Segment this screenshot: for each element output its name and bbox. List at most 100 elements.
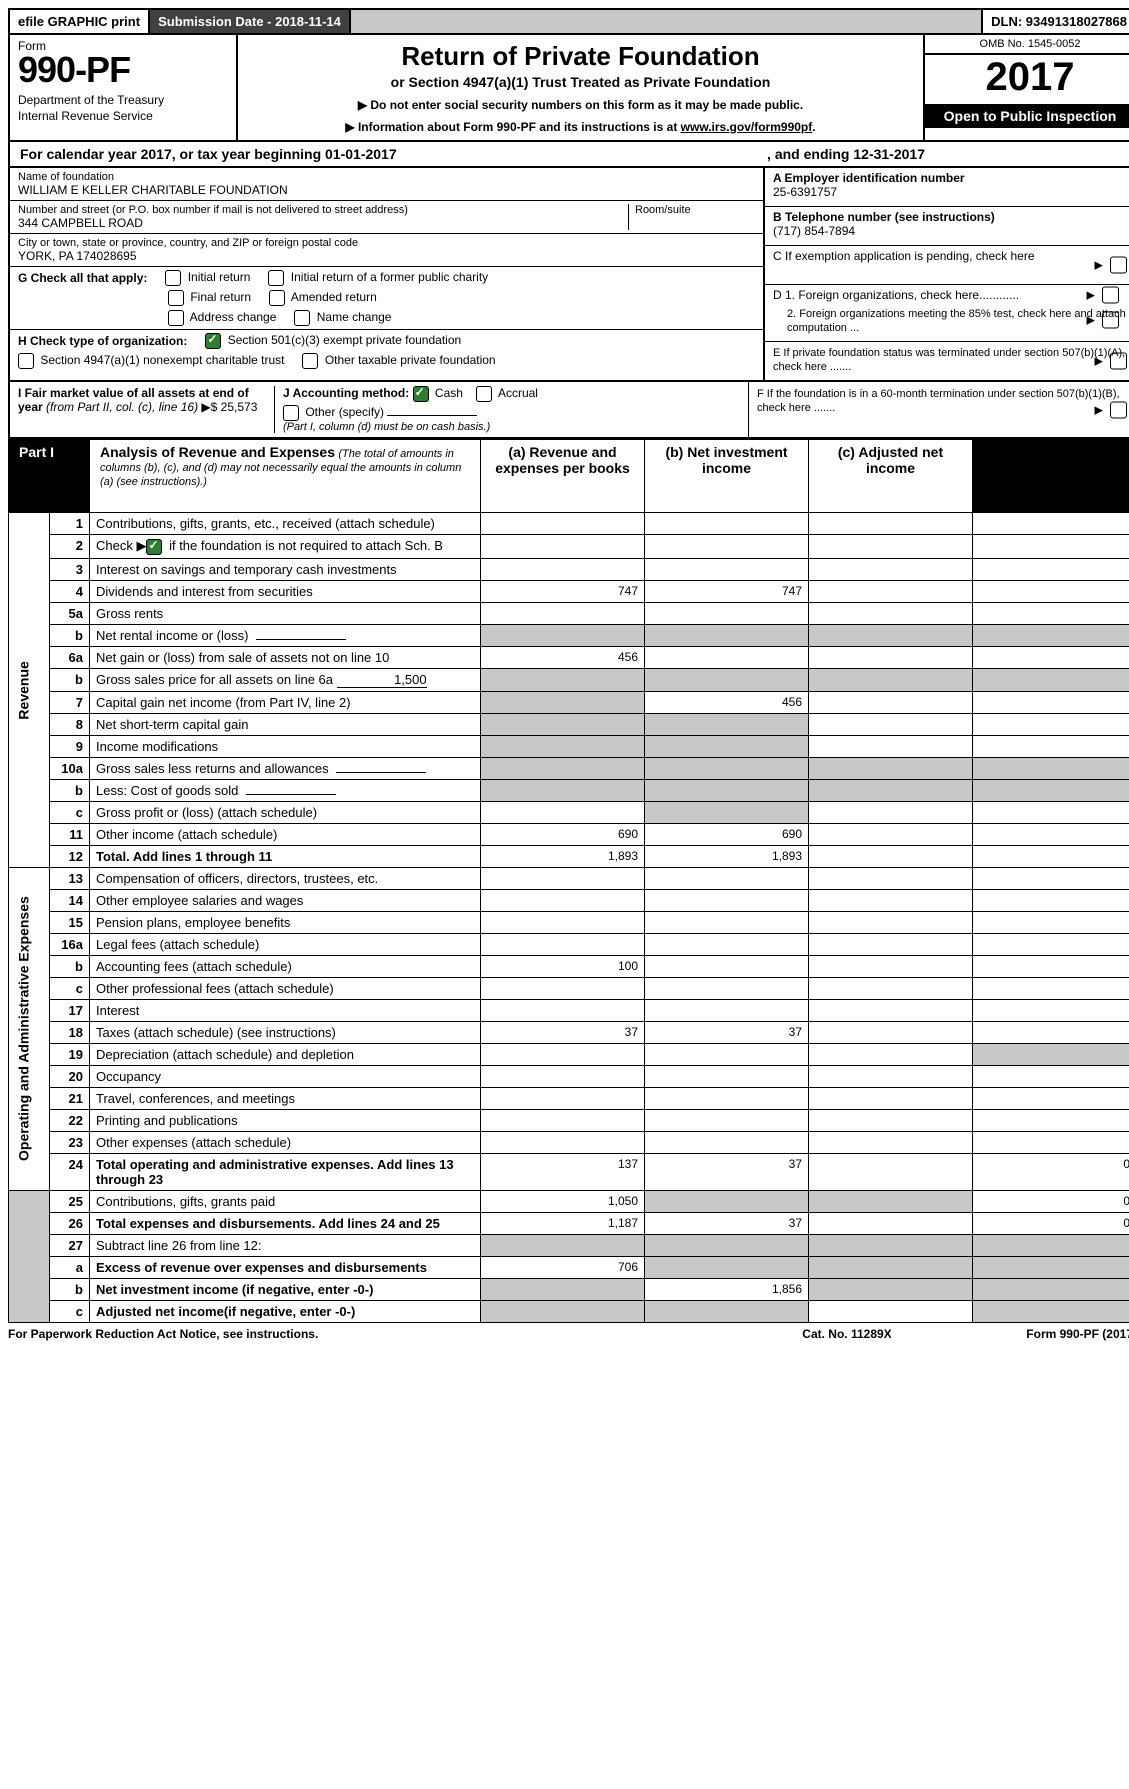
section-i: I Fair market value of all assets at end…	[18, 386, 275, 433]
part1-title: Analysis of Revenue and Expenses	[100, 444, 335, 460]
form-ref: Form 990-PF (2017)	[937, 1327, 1129, 1341]
checkbox-accrual[interactable]	[476, 386, 492, 402]
table-row: 7Capital gain net income (from Part IV, …	[9, 691, 1129, 713]
room-suite-label: Room/suite	[635, 204, 755, 216]
form-header: Form 990-PF Department of the Treasury I…	[8, 35, 1129, 142]
checkbox-60month[interactable]	[1110, 401, 1127, 418]
checkbox-501c3[interactable]	[205, 333, 221, 349]
foundation-name: WILLIAM E KELLER CHARITABLE FOUNDATION	[18, 183, 755, 197]
open-to-public: Open to Public Inspection	[925, 104, 1129, 128]
table-row: 12Total. Add lines 1 through 111,8931,89…	[9, 845, 1129, 867]
header-middle: Return of Private Foundation or Section …	[238, 35, 923, 140]
cal-year-begin: For calendar year 2017, or tax year begi…	[20, 146, 397, 162]
efile-label[interactable]: efile GRAPHIC print	[10, 10, 150, 33]
table-row: 5aGross rents	[9, 602, 1129, 624]
col-c-header: (c) Adjusted net income	[809, 440, 973, 513]
paperwork-notice: For Paperwork Reduction Act Notice, see …	[8, 1327, 757, 1341]
checkbox-other-method[interactable]	[283, 405, 299, 421]
table-row: bAccounting fees (attach schedule)100	[9, 955, 1129, 977]
table-row: 16aLegal fees (attach schedule)	[9, 933, 1129, 955]
table-row: 2Check ▶ if the foundation is not requir…	[9, 535, 1129, 559]
g-label: G Check all that apply:	[18, 271, 147, 285]
i-j-f-row: I Fair market value of all assets at end…	[8, 382, 1129, 439]
checkbox-status-terminated[interactable]	[1110, 353, 1127, 370]
table-row: 14Other employee salaries and wages	[9, 889, 1129, 911]
table-row: 25Contributions, gifts, grants paid1,050…	[9, 1190, 1129, 1212]
header-left: Form 990-PF Department of the Treasury I…	[10, 35, 238, 140]
calendar-year-row: For calendar year 2017, or tax year begi…	[8, 142, 1129, 168]
table-row: 22Printing and publications	[9, 1109, 1129, 1131]
section-h: H Check type of organization: Section 50…	[10, 330, 763, 372]
table-row: 6aNet gain or (loss) from sale of assets…	[9, 646, 1129, 668]
table-row: cGross profit or (loss) (attach schedule…	[9, 801, 1129, 823]
form-subtitle: or Section 4947(a)(1) Trust Treated as P…	[250, 74, 911, 90]
section-e: E If private foundation status was termi…	[765, 342, 1129, 380]
operating-and-administrative-expenses-label: Operating and Administrative Expenses	[9, 867, 50, 1190]
phone-value: (717) 854-7894	[773, 224, 1127, 238]
checkbox-exemption-pending[interactable]	[1110, 257, 1127, 274]
table-row: 15Pension plans, employee benefits	[9, 911, 1129, 933]
dln: DLN: 93491318027868	[983, 10, 1129, 33]
checkbox-85pct-test[interactable]	[1102, 312, 1119, 329]
table-row: 10aGross sales less returns and allowanc…	[9, 757, 1129, 779]
checkbox-amended[interactable]	[269, 290, 285, 306]
table-row: 26Total expenses and disbursements. Add …	[9, 1212, 1129, 1234]
table-row: bNet rental income or (loss)	[9, 624, 1129, 646]
col-a-header: (a) Revenue and expenses per books	[481, 440, 645, 513]
address-box: Number and street (or P.O. box number if…	[10, 201, 763, 234]
table-row: 17Interest	[9, 999, 1129, 1021]
table-row: aExcess of revenue over expenses and dis…	[9, 1256, 1129, 1278]
col-d-header: (d) Disbursements for charitable purpose…	[973, 440, 1129, 513]
table-row: cOther professional fees (attach schedul…	[9, 977, 1129, 999]
table-row: bGross sales price for all assets on lin…	[9, 668, 1129, 691]
table-row: 19Depreciation (attach schedule) and dep…	[9, 1043, 1129, 1065]
form-number: 990-PF	[18, 49, 228, 91]
part1-table: Part I Analysis of Revenue and Expenses …	[8, 439, 1129, 1323]
table-row: bLess: Cost of goods sold	[9, 779, 1129, 801]
form-title: Return of Private Foundation	[250, 41, 911, 72]
table-row: 8Net short-term capital gain	[9, 713, 1129, 735]
tax-year: 2017	[925, 55, 1129, 104]
section-j: J Accounting method: Cash Accrual Other …	[275, 386, 740, 433]
section-f: F If the foundation is in a 60-month ter…	[749, 382, 1129, 437]
cat-no: Cat. No. 11289X	[757, 1327, 937, 1341]
checkbox-other-taxable[interactable]	[302, 353, 318, 369]
ein-box: A Employer identification number 25-6391…	[765, 168, 1129, 207]
table-row: 11Other income (attach schedule)690690	[9, 823, 1129, 845]
table-row: bNet investment income (if negative, ent…	[9, 1278, 1129, 1300]
ssn-note: ▶ Do not enter social security numbers o…	[250, 98, 911, 112]
table-row: Revenue1Contributions, gifts, grants, et…	[9, 513, 1129, 535]
table-row: 21Travel, conferences, and meetings	[9, 1087, 1129, 1109]
table-row: cAdjusted net income(if negative, enter …	[9, 1300, 1129, 1322]
dept-treasury: Department of the Treasury	[18, 93, 228, 107]
top-bar: efile GRAPHIC print Submission Date - 20…	[8, 8, 1129, 35]
checkbox-foreign-org[interactable]	[1102, 287, 1119, 304]
checkbox-final-return[interactable]	[168, 290, 184, 306]
table-row: 4Dividends and interest from securities7…	[9, 580, 1129, 602]
part1-badge: Part I	[19, 444, 54, 460]
table-row: 23Other expenses (attach schedule)	[9, 1131, 1129, 1153]
revenue-label: Revenue	[9, 513, 50, 868]
name-box: Name of foundation WILLIAM E KELLER CHAR…	[10, 168, 763, 201]
checkbox-cash[interactable]	[413, 386, 429, 402]
checkbox-initial-former[interactable]	[268, 270, 284, 286]
table-row: 9Income modifications	[9, 735, 1129, 757]
ein-value: 25-6391757	[773, 185, 1127, 199]
h-label: H Check type of organization:	[18, 334, 187, 348]
phone-box: B Telephone number (see instructions) (7…	[765, 207, 1129, 246]
table-row: 18Taxes (attach schedule) (see instructi…	[9, 1021, 1129, 1043]
city-state-zip: YORK, PA 174028695	[18, 249, 755, 263]
section-c: C If exemption application is pending, c…	[765, 246, 1129, 285]
checkbox-name-change[interactable]	[294, 310, 310, 326]
instructions-link[interactable]: www.irs.gov/form990pf	[681, 120, 813, 134]
table-row: 3Interest on savings and temporary cash …	[9, 558, 1129, 580]
table-row: Operating and Administrative Expenses13C…	[9, 867, 1129, 889]
checkbox-4947a1[interactable]	[18, 353, 34, 369]
checkbox-address-change[interactable]	[168, 310, 184, 326]
checkbox-initial-return[interactable]	[165, 270, 181, 286]
city-box: City or town, state or province, country…	[10, 234, 763, 267]
checkbox-sch-b[interactable]	[146, 539, 162, 555]
section-d: D 1. Foreign organizations, check here..…	[765, 285, 1129, 342]
col-b-header: (b) Net investment income	[645, 440, 809, 513]
table-row: 20Occupancy	[9, 1065, 1129, 1087]
